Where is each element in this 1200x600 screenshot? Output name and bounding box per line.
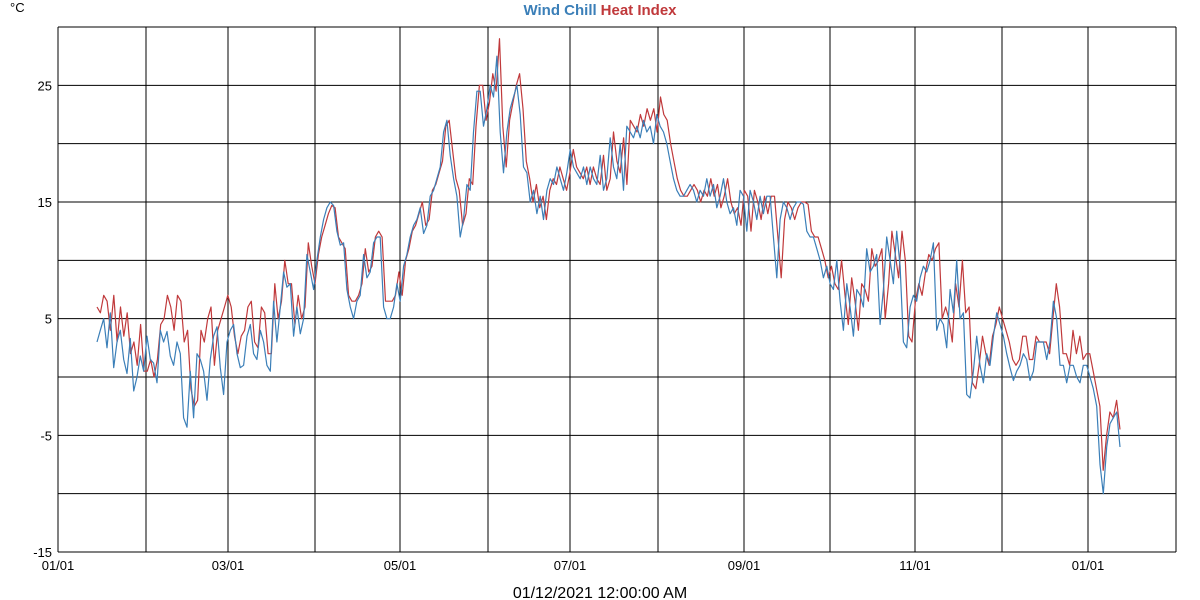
tick-labels: -15 -5 5 15 25 01/01 03/01 05/01 07/01 09/01 11/01…	[33, 78, 1104, 573]
x-tick-label: 09/01	[728, 558, 761, 573]
y-tick-label: 25	[38, 78, 52, 93]
y-tick-label: -5	[40, 428, 52, 443]
y-unit-label: °C	[10, 0, 25, 15]
series-line-heat-index	[96, 38, 1121, 471]
chart-title: Wind Chill Heat Index	[523, 2, 677, 19]
x-tick-label: 03/01	[212, 558, 245, 573]
x-tick-label: 01/01	[42, 558, 75, 573]
y-tick-label: 5	[45, 312, 52, 327]
x-tick-label: 01/01	[1072, 558, 1105, 573]
title-wind-chill: Wind Chill	[523, 2, 596, 19]
y-tick-label: -15	[33, 545, 52, 560]
x-tick-label: 07/01	[554, 558, 587, 573]
title-heat-index: Heat Index	[601, 2, 678, 19]
footer-timestamp: 01/12/2021 12:00:00 AM	[513, 585, 687, 600]
x-tick-label: 11/01	[899, 558, 931, 573]
series-line-wind-chill	[96, 55, 1121, 495]
x-tick-label: 05/01	[384, 558, 417, 573]
y-tick-label: 15	[38, 195, 52, 210]
grid	[57, 26, 1177, 553]
series-layer	[96, 38, 1121, 495]
